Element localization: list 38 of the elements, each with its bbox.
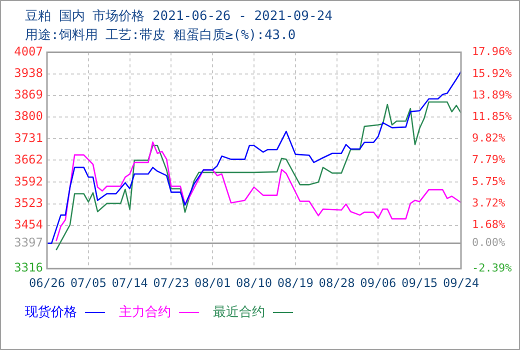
x-tick-label: 07/23 (153, 276, 190, 290)
legend-label: 主力合约 (119, 304, 171, 321)
y-tick-label: 3523 (14, 196, 43, 210)
y-tick-label: 3397 (14, 235, 43, 250)
chart-subtitle: 用途:饲料用 工艺:带皮 粗蛋白质≥(%):43.0 (25, 27, 296, 44)
y2-tick-label: 1.68% (472, 218, 506, 232)
y2-tick-label: 17.96% (472, 45, 512, 58)
y2-tick-label: 9.82% (472, 132, 506, 145)
y2-tick-label: 0.00% (472, 236, 506, 250)
x-tick-label: 09/06 (360, 276, 396, 290)
x-tick-label: 07/05 (70, 276, 106, 290)
x-tick-label: 07/14 (112, 276, 148, 290)
y2-tick-label: -2.39% (472, 261, 512, 274)
y-tick-label: 3454 (14, 218, 43, 232)
y-tick-label: 3938 (14, 66, 43, 80)
legend-label: 最近合约 (213, 304, 265, 321)
x-tick-label: 06/26 (28, 276, 66, 290)
y-tick-label: 4007 (14, 44, 43, 58)
y2-tick-label: 7.79% (472, 153, 506, 166)
y-tick-label: 3731 (14, 130, 43, 145)
x-tick-label: 09/15 (402, 276, 438, 290)
y-tick-label: 3800 (14, 109, 43, 124)
x-tick-label: 08/10 (236, 276, 272, 290)
x-tick-label: 08/19 (277, 276, 314, 290)
chart-title: 豆粕 国内 市场价格 2021-06-26 - 2021-09-24 (25, 8, 332, 25)
x-tick-label: 08/28 (318, 276, 355, 290)
y-tick-label: 3592 (14, 174, 43, 188)
y-tick-label: 3869 (14, 88, 43, 102)
y2-tick-label: 5.75% (472, 174, 506, 188)
y2-tick-label: 13.89% (472, 88, 512, 102)
y-tick-label: 3662 (14, 152, 43, 166)
y2-tick-label: 3.72% (472, 196, 506, 210)
legend-label: 现货价格 (25, 304, 77, 321)
x-tick-label: 09/24 (442, 276, 480, 290)
x-tick-label: 08/01 (194, 276, 231, 290)
y-tick-label: 3316 (14, 260, 43, 275)
y2-tick-label: 15.92% (472, 66, 512, 80)
y2-tick-label: 11.85% (472, 110, 512, 124)
